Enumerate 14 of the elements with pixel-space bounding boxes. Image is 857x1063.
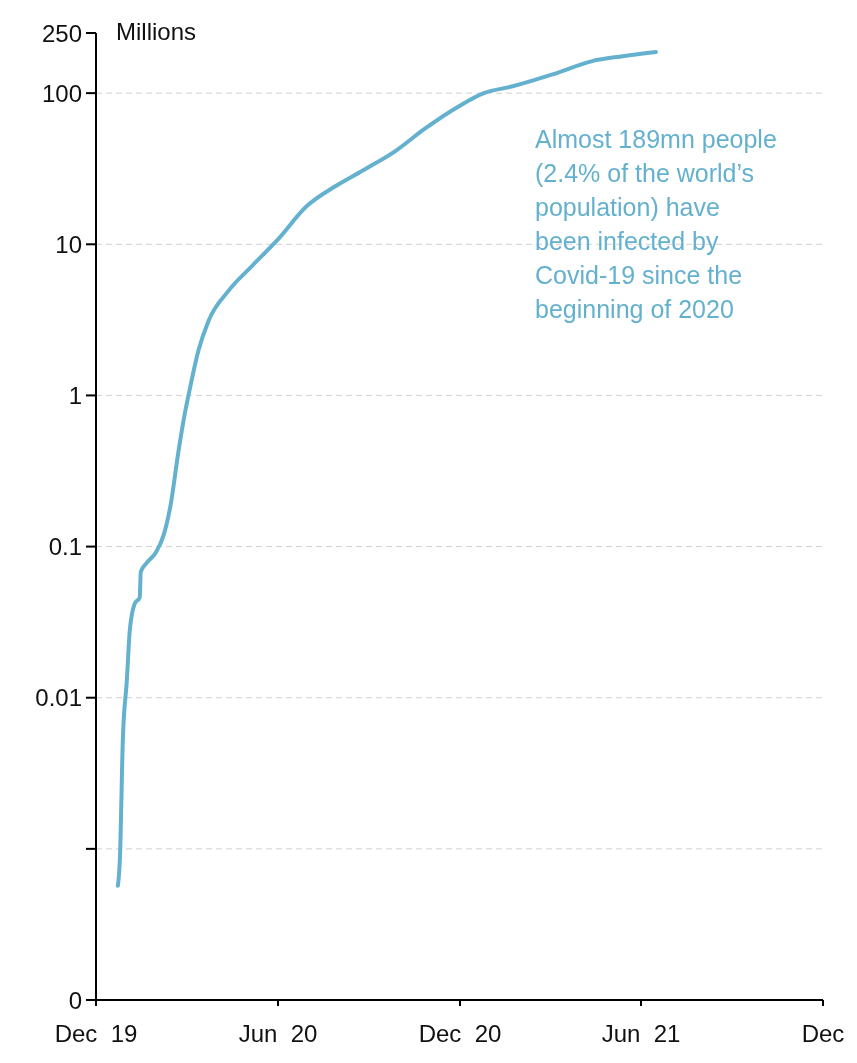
y-tick-label: 10 (55, 230, 82, 258)
y-tick-label: 100 (41, 79, 82, 107)
y-tick-label: 250 (41, 19, 82, 47)
x-tick-label: Jun 20 (238, 1020, 318, 1047)
y-tick-label: 1 (68, 381, 82, 409)
x-tick-label: Jun 21 (601, 1020, 681, 1047)
y-tick-label: 0.01 (35, 684, 82, 712)
x-tick-label: Dec (801, 1020, 845, 1047)
y-tick-label: 0.1 (48, 533, 82, 561)
x-tick-label: Dec 20 (418, 1020, 502, 1047)
annotation: Almost 189mn people (2.4% of the world’s population) have been infected by Covid-19 since the beginning of 2020 (535, 125, 777, 323)
y-tick-label: 0 (68, 986, 82, 1014)
x-tick-label: Dec 19 (54, 1020, 138, 1047)
y-axis-title: Millions (116, 18, 197, 45)
